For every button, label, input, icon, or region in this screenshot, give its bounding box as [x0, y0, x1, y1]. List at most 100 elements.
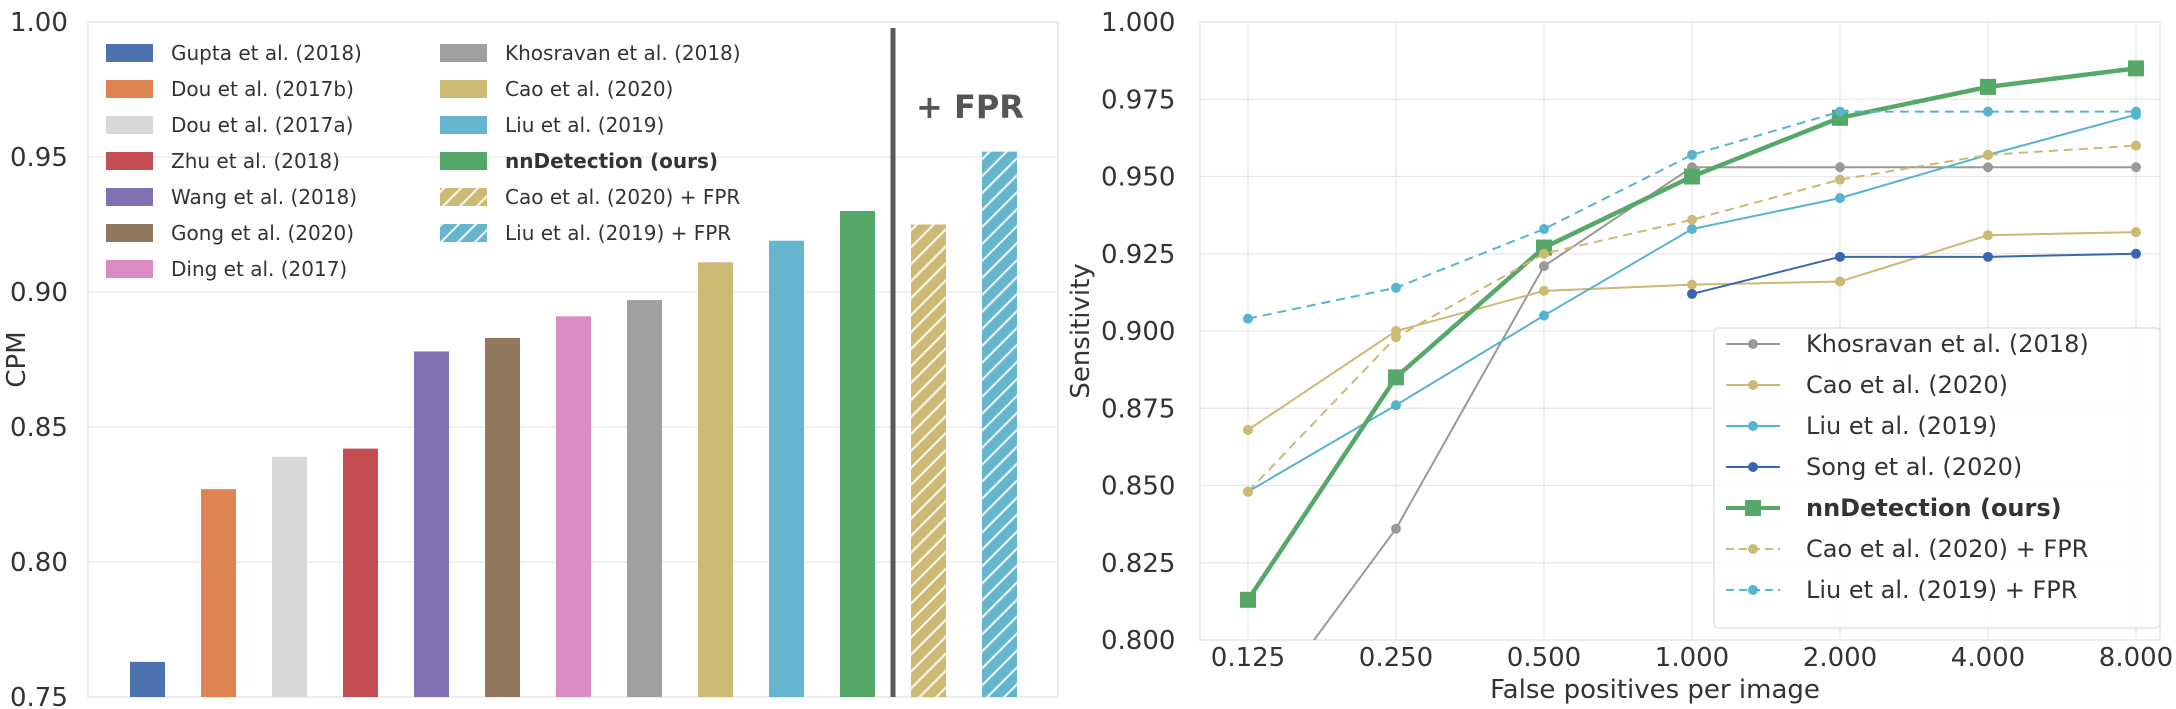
data-point: [1835, 193, 1845, 204]
legend-label: Gupta et al. (2018): [171, 41, 362, 65]
bar: [698, 262, 733, 697]
series-line: [1687, 248, 2141, 299]
legend-box: [1713, 327, 2161, 629]
legend-marker: [1748, 339, 1758, 349]
legend-label: Liu et al. (2019): [1806, 412, 1997, 440]
data-point: [1687, 279, 1697, 290]
legend-label: Liu et al. (2019): [505, 113, 664, 137]
legend-label: Song et al. (2020): [1806, 453, 2022, 481]
y-axis-label: Sensitivity: [1066, 263, 1096, 398]
bar: [840, 211, 875, 697]
y-tick-label: 0.950: [1101, 163, 1175, 193]
legend-label: Cao et al. (2020): [1806, 371, 2008, 399]
data-point: [1687, 149, 1697, 160]
y-tick-label: 0.85: [10, 413, 68, 443]
legend-swatch: [440, 188, 487, 206]
bar: [343, 448, 378, 697]
legend-marker: [1748, 585, 1758, 595]
legend-swatch: [106, 116, 153, 134]
x-tick-label: 0.250: [1359, 643, 1433, 673]
legend-swatch: [106, 260, 153, 278]
y-tick-label: 0.80: [10, 548, 68, 578]
legend-label: Liu et al. (2019) + FPR: [1806, 576, 2077, 604]
legend: Khosravan et al. (2018) Cao et al. (2020)…: [1713, 327, 2161, 629]
data-point: [1240, 591, 1256, 608]
data-point: [1983, 162, 1993, 173]
fpr-label: + FPR: [916, 88, 1024, 126]
legend-label: Khosravan et al. (2018): [505, 41, 741, 65]
legend-swatch: [440, 80, 487, 98]
bar: [982, 151, 1017, 698]
data-point: [1983, 106, 1993, 117]
data-point: [1539, 224, 1549, 235]
data-point: [2131, 162, 2141, 173]
legend-swatch: [106, 80, 153, 98]
data-point: [2131, 140, 2141, 151]
y-tick-label: 0.875: [1101, 394, 1175, 424]
legend-swatch: [106, 44, 153, 62]
x-tick-label: 4.000: [1951, 643, 2025, 673]
legend-label: nnDetection (ours): [1806, 494, 2062, 522]
x-tick-label: 8.000: [2099, 643, 2173, 673]
y-tick-label: 0.900: [1101, 317, 1175, 347]
legend-label: Cao et al. (2020) + FPR: [505, 185, 740, 209]
data-point: [2128, 60, 2144, 77]
legend-label: Zhu et al. (2018): [171, 149, 340, 173]
legend: Gupta et al. (2018) Dou et al. (2017b) Dou…: [106, 41, 741, 281]
data-point: [1684, 168, 1700, 185]
legend-label: Dou et al. (2017b): [171, 77, 354, 101]
legend-swatch: [440, 224, 487, 242]
data-point: [1539, 310, 1549, 321]
data-point: [2131, 106, 2141, 117]
legend-label: Liu et al. (2019) + FPR: [505, 221, 731, 245]
data-point: [1835, 251, 1845, 262]
data-point: [1243, 486, 1253, 497]
data-point: [1983, 251, 1993, 262]
data-point: [1391, 523, 1401, 534]
bar-chart-panel: 0.75 0.80 0.85 0.90 0.95 1.00 CPM + FPR Gupta et…: [2, 8, 1059, 709]
y-tick-label: 0.850: [1101, 472, 1175, 502]
x-tick-label: 2.000: [1803, 643, 1877, 673]
bar: [911, 224, 946, 697]
legend-marker: [1748, 544, 1758, 554]
data-point: [1983, 149, 1993, 160]
legend-label: Gong et al. (2020): [171, 221, 354, 245]
data-point: [1835, 276, 1845, 287]
bar: [130, 661, 165, 697]
bar: [414, 351, 449, 697]
data-point: [2131, 248, 2141, 259]
y-tick-label: 0.925: [1101, 240, 1175, 270]
data-point: [1980, 78, 1996, 95]
legend-label: Khosravan et al. (2018): [1806, 330, 2089, 358]
legend-label: Dou et al. (2017a): [171, 113, 353, 137]
legend-label: Cao et al. (2020) + FPR: [1806, 535, 2088, 563]
y-axis-label: CPM: [2, 331, 32, 387]
legend-swatch: [106, 152, 153, 170]
line-chart-panel: 0.800 0.825 0.850 0.875 0.900 0.925 0.950 0.975…: [1066, 8, 2173, 705]
data-point: [1391, 282, 1401, 293]
legend-swatch: [440, 44, 487, 62]
data-point: [1835, 106, 1845, 117]
data-point: [1983, 230, 1993, 241]
bar: [627, 300, 662, 697]
bar: [272, 456, 307, 697]
bar: [201, 489, 236, 697]
legend-swatch: [440, 116, 487, 134]
legend-marker: [1748, 380, 1758, 390]
y-tick-label: 0.975: [1101, 85, 1175, 115]
data-point: [1243, 313, 1253, 324]
legend-label: Ding et al. (2017): [171, 257, 347, 281]
x-tick-label: 0.500: [1507, 643, 1581, 673]
data-point: [1687, 288, 1697, 299]
data-point: [2131, 227, 2141, 238]
data-point: [1388, 369, 1404, 386]
data-point: [1835, 162, 1845, 173]
legend-label: Cao et al. (2020): [505, 77, 673, 101]
legend-marker: [1748, 421, 1758, 431]
y-tick-label: 0.75: [10, 683, 68, 709]
series-line: [1243, 140, 2141, 497]
series-path: [1691, 252, 2137, 295]
series-line: [1243, 106, 2141, 324]
legend-swatch: [440, 152, 487, 170]
